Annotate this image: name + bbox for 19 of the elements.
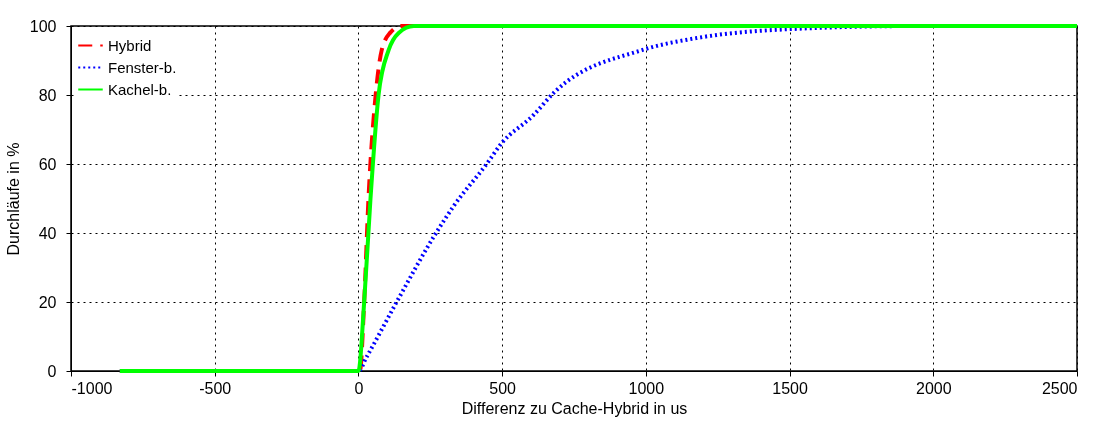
y-tick-label: 60 [38,155,57,173]
y-tick-label: 40 [38,224,57,242]
x-tick-label: 0 [354,379,364,397]
x-tick-label: 1500 [772,379,808,397]
x-tick-label: -500 [199,379,232,397]
y-tick-label: 0 [47,362,57,380]
x-tick-label: 1000 [628,379,665,397]
legend-label: Fenster-b. [108,58,177,76]
y-tick-label: 80 [38,86,57,104]
x-tick-label: -1000 [71,379,113,397]
x-tick-label: 2500 [1041,379,1078,397]
legend-label: Hybrid [108,36,152,54]
y-tick-label: 100 [29,17,57,35]
y-tick-label: 20 [38,293,57,311]
legend-label: Kachel-b. [108,80,172,98]
x-tick-label: 2000 [915,379,952,397]
x-tick-label: 500 [489,379,517,397]
y-axis-title: Durchläufe in % [4,142,22,256]
x-axis-title: Differenz zu Cache-Hybrid in us [461,399,688,417]
